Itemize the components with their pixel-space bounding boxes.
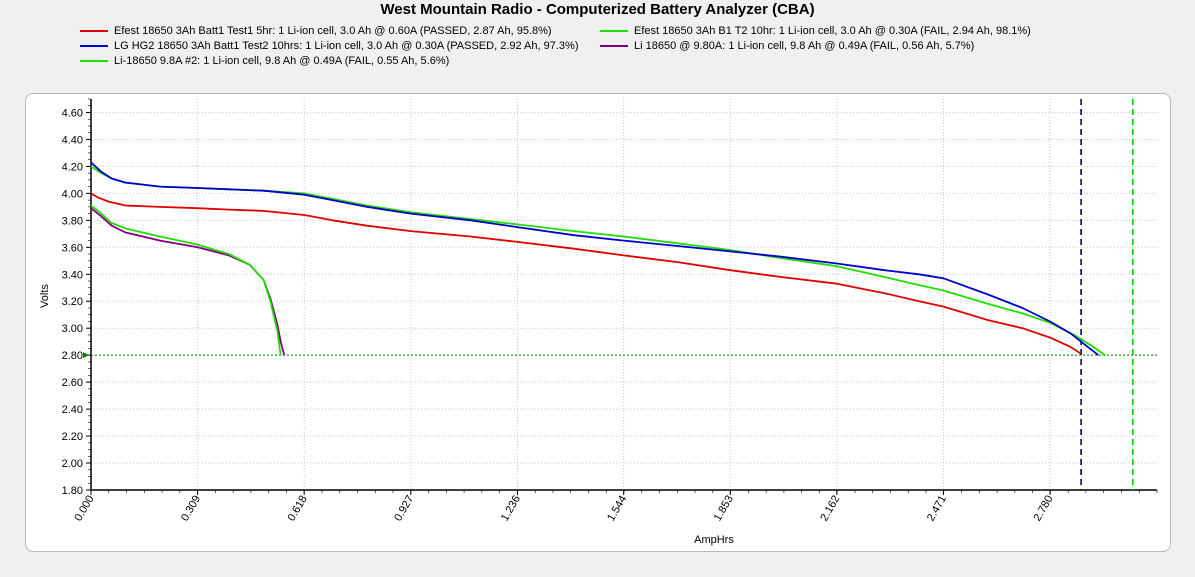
x-tick-label: 2.471	[925, 494, 949, 524]
y-tick-label: 3.80	[62, 215, 83, 227]
y-axis-title: Volts	[39, 284, 51, 308]
chart-title: West Mountain Radio - Computerized Batte…	[380, 1, 815, 18]
legend-swatch	[80, 30, 108, 32]
x-axis-title: AmpHrs	[694, 534, 734, 546]
x-tick-label: 0.927	[392, 494, 416, 524]
legend-swatch	[80, 45, 108, 47]
y-tick-label: 2.60	[62, 377, 83, 389]
chart-legend: Efest 18650 3Ah Batt1 Test1 5hr: 1 Li-io…	[80, 24, 1080, 68]
x-tick-label: 1.236	[499, 494, 523, 524]
y-tick-label: 2.40	[62, 404, 83, 416]
x-tick-label: 1.544	[605, 494, 629, 524]
y-tick-label: 2.20	[62, 431, 83, 443]
x-tick-label: 0.618	[286, 494, 310, 524]
y-tick-label: 3.20	[62, 296, 83, 308]
cutoff-marker-icon	[83, 352, 89, 359]
legend-label: LG HG2 18650 3Ah Batt1 Test2 10hrs: 1 Li…	[114, 40, 579, 52]
series-line[interactable]	[90, 161, 1099, 356]
y-tick-label: 4.20	[62, 161, 83, 173]
y-tick-label: 3.00	[62, 323, 83, 335]
x-tick-label: 2.162	[818, 494, 842, 524]
x-tick-label: 0.309	[179, 494, 203, 524]
y-tick-label: 4.60	[62, 107, 83, 119]
plot-panel	[25, 93, 1171, 552]
x-tick-label: 2.780	[1031, 494, 1055, 524]
legend-label: Li-18650 9.8A #2: 1 Li-ion cell, 9.8 Ah …	[114, 55, 450, 67]
legend-swatch	[600, 30, 628, 32]
y-tick-label: 1.80	[62, 485, 83, 497]
series-line[interactable]	[90, 204, 282, 356]
y-tick-label: 2.00	[62, 458, 83, 470]
y-tick-label: 3.60	[62, 242, 83, 254]
y-tick-label: 4.40	[62, 134, 83, 146]
legend-swatch	[600, 45, 628, 47]
y-tick-label: 3.40	[62, 269, 83, 281]
legend-label: Efest 18650 3Ah B1 T2 10hr: 1 Li-ion cel…	[634, 25, 1031, 37]
x-tick-label: 1.853	[712, 494, 736, 524]
legend-swatch	[80, 60, 108, 62]
series-line[interactable]	[90, 192, 1082, 355]
y-tick-label: 4.00	[62, 188, 83, 200]
x-tick-label: 0.000	[72, 494, 96, 524]
legend-label: Li 18650 @ 9.80A: 1 Li-ion cell, 9.8 Ah …	[634, 40, 975, 52]
legend-label: Efest 18650 3Ah Batt1 Test1 5hr: 1 Li-io…	[114, 25, 552, 37]
y-tick-label: 2.80	[62, 350, 83, 362]
series-line[interactable]	[90, 207, 286, 356]
